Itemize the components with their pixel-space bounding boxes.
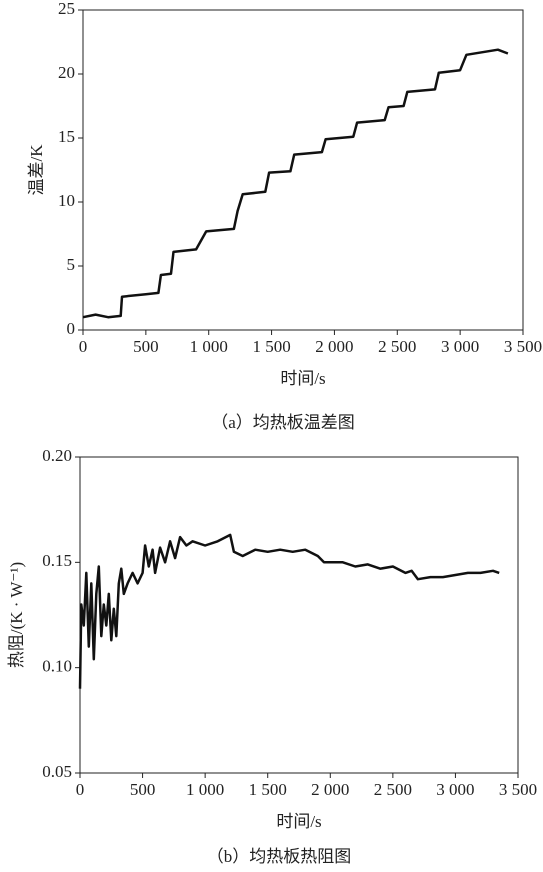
y-tick-label: 20 (58, 63, 75, 82)
plot-frame (79, 456, 519, 774)
caption: （a）均热板温差图 (211, 413, 355, 432)
caption: （b）均热板热阻图 (207, 847, 352, 866)
plot-frame (82, 9, 524, 331)
y-axis-label: 热阻/(K · W⁻¹) (7, 562, 26, 668)
y-tick-label: 5 (67, 255, 76, 274)
x-axis-label: 时间/s (280, 369, 325, 388)
x-tick-label: 0 (79, 337, 88, 356)
x-tick-label: 1 500 (252, 337, 290, 356)
y-tick-label: 0.20 (42, 446, 72, 465)
y-tick-label: 0.10 (42, 657, 72, 676)
x-tick-label: 1 000 (186, 780, 224, 799)
y-tick-label: 0.05 (42, 762, 72, 781)
x-tick-label: 0 (76, 780, 85, 799)
x-tick-label: 2 500 (378, 337, 416, 356)
x-axis-label: 时间/s (276, 812, 321, 831)
y-tick-label: 0.15 (42, 551, 72, 570)
x-tick-label: 3 500 (504, 337, 542, 356)
x-tick-label: 2 000 (315, 337, 353, 356)
y-tick-label: 0 (67, 319, 76, 338)
y-tick-label: 15 (58, 127, 75, 146)
x-tick-label: 1 500 (249, 780, 287, 799)
y-axis-label: 温差/K (27, 144, 46, 196)
x-tick-label: 3 000 (436, 780, 474, 799)
data-line (78, 533, 500, 689)
x-tick-label: 500 (130, 780, 156, 799)
x-tick-label: 500 (133, 337, 159, 356)
y-tick-label: 25 (58, 0, 75, 18)
data-line (82, 48, 509, 319)
y-tick-label: 10 (58, 191, 75, 210)
x-tick-label: 2 000 (311, 780, 349, 799)
x-tick-label: 3 000 (441, 337, 479, 356)
x-tick-label: 2 500 (374, 780, 412, 799)
x-tick-label: 1 000 (190, 337, 228, 356)
x-tick-label: 3 500 (499, 780, 537, 799)
